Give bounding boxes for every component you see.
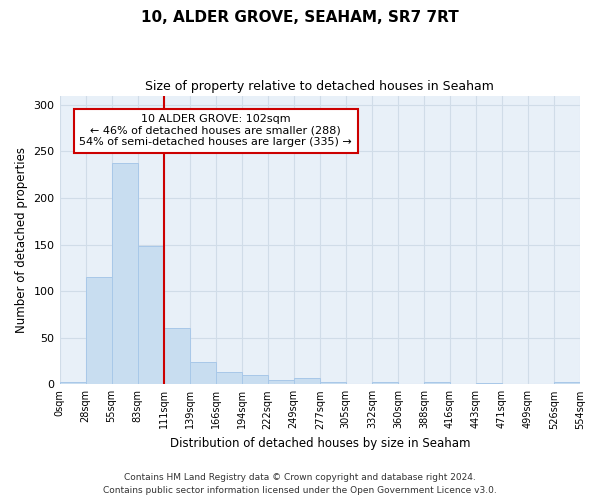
Bar	[372, 382, 398, 384]
Bar	[294, 378, 320, 384]
Bar	[164, 328, 190, 384]
X-axis label: Distribution of detached houses by size in Seaham: Distribution of detached houses by size …	[170, 437, 470, 450]
Bar	[242, 375, 268, 384]
Bar	[554, 382, 580, 384]
Text: 10 ALDER GROVE: 102sqm
← 46% of detached houses are smaller (288)
54% of semi-de: 10 ALDER GROVE: 102sqm ← 46% of detached…	[79, 114, 352, 148]
Text: 10, ALDER GROVE, SEAHAM, SR7 7RT: 10, ALDER GROVE, SEAHAM, SR7 7RT	[141, 10, 459, 25]
Bar	[320, 382, 346, 384]
Bar	[137, 246, 164, 384]
Bar	[112, 162, 137, 384]
Bar	[268, 380, 294, 384]
Bar	[424, 382, 450, 384]
Y-axis label: Number of detached properties: Number of detached properties	[15, 147, 28, 333]
Bar	[86, 277, 112, 384]
Bar	[59, 382, 86, 384]
Bar	[215, 372, 242, 384]
Text: Contains HM Land Registry data © Crown copyright and database right 2024.
Contai: Contains HM Land Registry data © Crown c…	[103, 474, 497, 495]
Title: Size of property relative to detached houses in Seaham: Size of property relative to detached ho…	[145, 80, 494, 93]
Bar	[190, 362, 215, 384]
